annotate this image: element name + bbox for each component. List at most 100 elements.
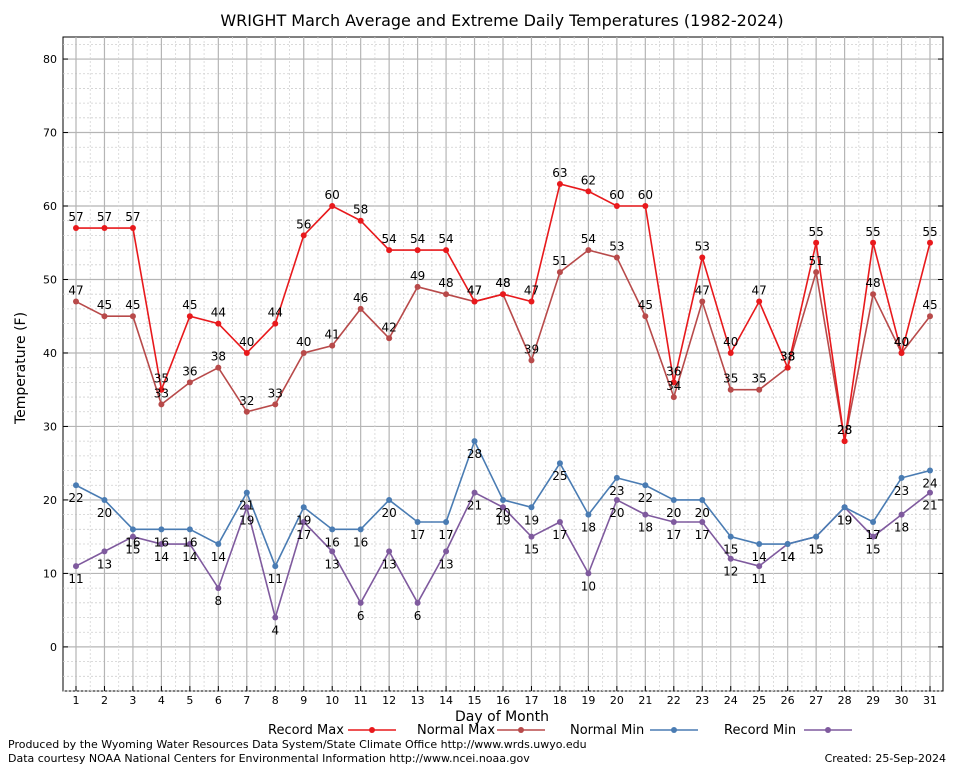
normal-max-data-label: 32	[239, 394, 254, 408]
record-max-data-label: 57	[97, 210, 112, 224]
record-max-point	[528, 298, 535, 305]
record-min-point	[300, 518, 307, 525]
normal-max-data-label: 36	[182, 364, 197, 378]
normal-max-point	[443, 291, 450, 298]
legend-label-record-min: Record Min	[724, 723, 796, 738]
normal-max-data-label: 45	[922, 298, 937, 312]
normal-max-data-label: 48	[438, 276, 453, 290]
normal-max-point	[642, 313, 649, 320]
record-min-point	[329, 548, 336, 555]
normal-min-point	[585, 511, 592, 518]
normal-min-data-label: 24	[922, 477, 937, 491]
normal-max-point	[272, 401, 279, 408]
normal-max-data-label: 41	[325, 328, 340, 342]
record-max-data-label: 47	[752, 284, 767, 298]
normal-min-data-label: 16	[353, 535, 368, 549]
record-max-point	[158, 386, 165, 393]
record-min-point	[613, 496, 620, 503]
x-tick-label: 27	[809, 694, 823, 707]
normal-max-data-label: 47	[68, 284, 83, 298]
record-min-data-label: 14	[182, 550, 197, 564]
normal-max-point	[756, 386, 763, 393]
record-max-point	[272, 320, 279, 327]
legend-label-record-max: Record Max	[268, 723, 344, 738]
record-max-data-label: 55	[808, 225, 823, 239]
normal-min-point	[927, 467, 933, 474]
normal-min-point	[443, 518, 450, 525]
x-tick-label: 9	[300, 694, 307, 707]
record-max-data-label: 38	[780, 350, 795, 364]
normal-min-data-label: 14	[211, 550, 226, 564]
normal-min-data-label: 16	[125, 535, 140, 549]
record-min-point	[898, 511, 905, 518]
record-max-point	[186, 313, 193, 320]
record-min-data-label: 12	[723, 565, 738, 579]
x-tick-label: 29	[866, 694, 880, 707]
record-max-data-label: 35	[154, 372, 169, 386]
normal-min-point	[756, 541, 763, 548]
record-min-point	[129, 533, 136, 540]
record-max-point	[813, 239, 820, 246]
y-tick-label: 60	[43, 200, 57, 213]
record-max-point	[414, 247, 421, 254]
record-max-point	[841, 438, 848, 445]
record-min-point	[528, 533, 535, 540]
normal-max-point	[329, 342, 336, 349]
legend-label-normal-min: Normal Min	[570, 723, 644, 738]
record-max-point	[727, 349, 734, 356]
record-min-data-label: 10	[581, 579, 596, 593]
record-min-data-label: 13	[438, 557, 453, 571]
record-max-point	[101, 225, 108, 232]
record-max-data-label: 47	[524, 284, 539, 298]
normal-max-data-label: 39	[524, 342, 539, 356]
record-min-point	[186, 541, 193, 548]
record-max-data-label: 40	[723, 335, 738, 349]
normal-min-data-label: 14	[780, 550, 795, 564]
normal-max-data-label: 53	[609, 239, 624, 253]
x-tick-label: 26	[781, 694, 795, 707]
x-tick-label: 14	[439, 694, 453, 707]
y-tick-label: 20	[43, 494, 57, 507]
normal-min-point	[727, 533, 734, 540]
normal-min-point	[101, 496, 108, 503]
x-tick-label: 5	[186, 694, 193, 707]
normal-min-point	[870, 518, 877, 525]
chart-title: WRIGHT March Average and Extreme Daily T…	[220, 11, 783, 30]
record-max-data-label: 47	[467, 284, 482, 298]
normal-min-point	[670, 496, 677, 503]
normal-max-data-label: 28	[837, 423, 852, 437]
y-tick-label: 50	[43, 273, 57, 286]
normal-min-data-label: 17	[865, 528, 880, 542]
normal-max-data-label: 47	[467, 284, 482, 298]
normal-max-point	[670, 394, 677, 401]
x-tick-label: 20	[610, 694, 624, 707]
record-max-point	[386, 247, 393, 254]
record-max-point	[471, 298, 478, 305]
record-max-point	[500, 291, 506, 298]
record-max-data-label: 56	[296, 217, 311, 231]
x-tick-label: 24	[724, 694, 738, 707]
record-min-data-label: 11	[68, 572, 83, 586]
x-tick-label: 16	[496, 694, 510, 707]
grid	[63, 37, 943, 692]
normal-min-data-label: 28	[467, 447, 482, 461]
series-lines	[73, 180, 933, 621]
y-tick-label: 0	[50, 641, 57, 654]
normal-max-point	[73, 298, 79, 305]
normal-min-point	[386, 496, 393, 503]
record-max-data-label: 44	[211, 306, 226, 320]
normal-min-point	[357, 526, 364, 533]
normal-max-data-label: 45	[638, 298, 653, 312]
normal-min-data-label: 23	[609, 484, 624, 498]
record-max-data-label: 28	[837, 423, 852, 437]
normal-max-point	[243, 408, 250, 415]
legend-marker-normal-min	[671, 727, 677, 733]
record-max-point	[642, 203, 649, 210]
legend-label-normal-max: Normal Max	[417, 723, 495, 738]
normal-max-point	[870, 291, 877, 298]
record-max-point	[613, 203, 620, 210]
y-tick-label: 70	[43, 127, 57, 140]
